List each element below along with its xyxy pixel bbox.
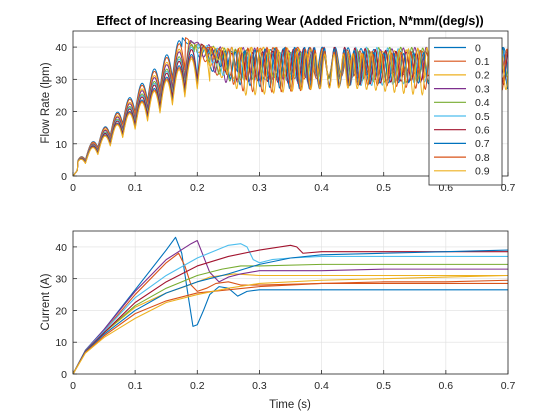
current-ticks: 0 0.1 0.2 0.3 0.4 0.5 0.6 0.7 0 10 20 30 40 — [55, 242, 515, 392]
legend-entry-0.6: 0.6 — [475, 125, 490, 137]
flow-rate-x-tick-label: 0.4 — [314, 182, 329, 194]
current-y-tick-label: 40 — [55, 242, 67, 254]
flow-rate-axes-box — [72, 30, 509, 177]
flow-rate-y-tick-label: 0 — [61, 171, 67, 183]
flow-rate-y-tick-label: 40 — [55, 42, 67, 54]
legend-entry-0.3: 0.3 — [475, 83, 490, 95]
flow-rate-x-tick-label: 0.3 — [252, 182, 267, 194]
flow-rate-y-tick-label: 30 — [55, 74, 67, 86]
legend-entry-0: 0 — [475, 42, 481, 54]
current-y-tick-label: 30 — [55, 274, 67, 286]
current-y-axis-label: Current (A) — [40, 273, 52, 330]
current-x-tick-label: 0.7 — [501, 380, 516, 392]
flow-rate-x-tick-label: 0.7 — [501, 182, 516, 194]
flow-rate-x-tick-label: 0 — [70, 182, 76, 194]
current-y-tick-label: 20 — [55, 305, 67, 317]
current-x-tick-label: 0.1 — [128, 380, 143, 392]
current-x-tick-label: 0.6 — [439, 380, 454, 392]
current-series-line-0.5 — [73, 243, 508, 374]
legend-entry-0.4: 0.4 — [475, 97, 490, 109]
current-plot-area — [73, 231, 508, 374]
legend-entry-0.1: 0.1 — [475, 56, 490, 68]
current-x-tick-label: 0.4 — [314, 380, 329, 392]
legend-entry-0.5: 0.5 — [475, 111, 490, 123]
current-series-line-0.6 — [73, 244, 508, 374]
current-axes-box — [72, 230, 509, 375]
current-x-tick-label: 0.2 — [190, 380, 205, 392]
current-series-line-0.7 — [73, 249, 508, 374]
current-series-group — [73, 236, 508, 374]
legend-entry-0.7: 0.7 — [475, 138, 490, 150]
current-x-tick-label: 0 — [70, 380, 76, 392]
current-y-tick-label: 0 — [61, 369, 67, 381]
legend-entry-0.9: 0.9 — [475, 166, 490, 178]
legend: 0 0.1 0.20.3 0.4 0.5 0.60.7 0.8 0.9 — [428, 37, 503, 186]
current-x-tick-label: 0.5 — [376, 380, 391, 392]
current-series-line-0 — [73, 236, 508, 374]
current-x-tick-label: 0.3 — [252, 380, 267, 392]
current-axes: 0 0.1 0.2 0.3 0.4 0.5 0.6 0.7 0 10 20 30 40 Current … — [40, 230, 515, 411]
current-series-line-0.9 — [73, 274, 508, 374]
current-y-tick-label: 10 — [55, 337, 67, 349]
current-x-axis-label: Time (s) — [269, 399, 311, 411]
flow-rate-x-tick-label: 0.1 — [128, 182, 143, 194]
flow-rate-x-tick-label: 0.2 — [190, 182, 205, 194]
flow-rate-y-tick-label: 10 — [55, 139, 67, 151]
legend-box — [428, 37, 503, 186]
legend-entry-0.8: 0.8 — [475, 152, 490, 164]
flow-rate-y-tick-label: 20 — [55, 107, 67, 119]
flow-rate-x-tick-label: 0.5 — [376, 182, 391, 194]
flow-rate-chart-title: Effect of Increasing Bearing Wear (Added… — [96, 14, 483, 28]
legend-entry-0.2: 0.2 — [475, 70, 490, 82]
flow-rate-y-axis-label: Flow Rate (lpm) — [40, 62, 52, 143]
